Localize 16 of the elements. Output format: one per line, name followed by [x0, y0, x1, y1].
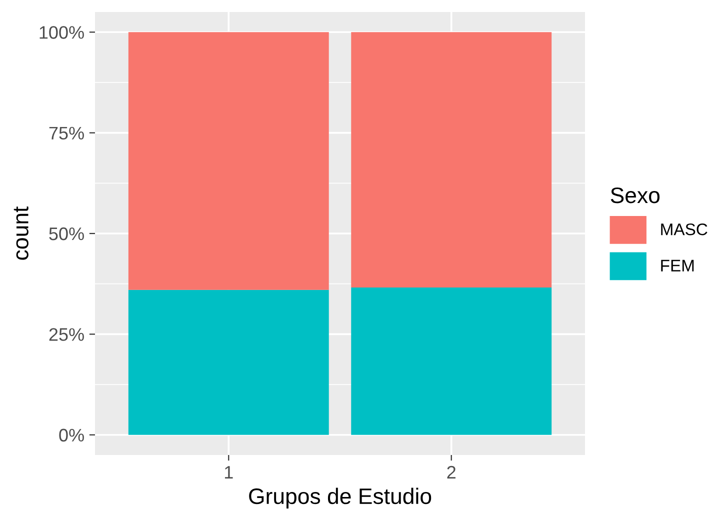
- x-tick-label: 1: [224, 466, 233, 478]
- y-axis-title: count: [14, 206, 28, 260]
- x-tick-label: 2: [447, 466, 456, 478]
- bar: [128, 32, 329, 290]
- bar: [128, 290, 329, 435]
- legend-label: MASC: [661, 223, 708, 236]
- y-tick-label: 25%: [49, 328, 84, 341]
- bar: [351, 32, 552, 288]
- y-tick-label: 75%: [49, 126, 84, 140]
- y-tick-label: 50%: [49, 227, 84, 240]
- y-tick-label: 100%: [40, 26, 84, 39]
- x-axis-title: Grupos de Estudio: [249, 488, 432, 509]
- bar: [351, 287, 552, 435]
- legend-title: Sexo: [610, 187, 660, 204]
- y-tick-label: 0%: [59, 428, 84, 442]
- legend-label: FEM: [661, 260, 694, 272]
